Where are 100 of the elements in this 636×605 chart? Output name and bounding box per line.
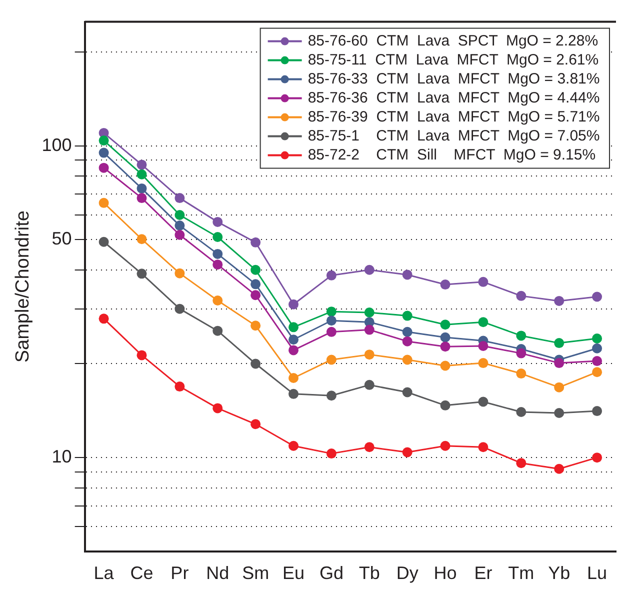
point <box>174 304 185 314</box>
point <box>288 440 299 451</box>
point <box>288 345 299 356</box>
point <box>98 162 109 173</box>
point <box>98 148 109 158</box>
point <box>554 296 564 306</box>
point <box>516 407 526 418</box>
point <box>288 322 299 332</box>
y-axis-title: Sample/Chondrite <box>12 210 34 363</box>
point <box>288 372 299 383</box>
point <box>212 248 223 259</box>
y-tick-label: 50 <box>52 228 72 249</box>
point <box>402 354 412 365</box>
x-tick-label: Er <box>474 563 492 584</box>
x-tick-label: Yb <box>548 563 570 584</box>
point <box>402 270 412 280</box>
point <box>136 160 147 170</box>
point <box>554 464 564 474</box>
point <box>592 452 602 463</box>
point <box>364 307 374 318</box>
point <box>326 448 336 459</box>
x-tick-label: Dy <box>396 563 418 584</box>
point <box>516 348 526 358</box>
point <box>554 382 564 392</box>
point <box>212 216 223 227</box>
legend-label: 85-76-33 CTM Lava MFCT MgO = 3.81% <box>308 70 600 88</box>
point <box>250 419 261 430</box>
point <box>288 299 299 310</box>
y-tick-label: 100 <box>42 134 72 155</box>
point <box>212 403 223 414</box>
point <box>592 292 602 302</box>
point <box>478 340 488 351</box>
point <box>478 317 488 328</box>
point <box>98 236 109 247</box>
x-tick-label: La <box>94 563 115 584</box>
x-tick-label: Eu <box>282 563 305 584</box>
point <box>250 279 261 290</box>
point <box>250 358 261 369</box>
x-tick-label: Pr <box>170 563 189 584</box>
point <box>212 232 223 242</box>
point <box>478 276 488 287</box>
point <box>364 264 374 275</box>
point <box>440 332 450 342</box>
point <box>478 358 488 368</box>
x-tick-label: Nd <box>206 563 230 584</box>
point <box>364 442 374 452</box>
point <box>288 388 299 399</box>
point <box>174 382 185 392</box>
point <box>364 380 374 390</box>
point <box>326 270 336 280</box>
point <box>440 360 450 371</box>
point <box>440 342 450 352</box>
point <box>440 320 450 330</box>
point <box>554 358 564 368</box>
point <box>136 268 147 279</box>
x-tick-label: Ce <box>130 563 154 584</box>
x-tick-label: Ho <box>434 563 457 584</box>
point <box>364 350 374 360</box>
point <box>326 316 336 326</box>
point <box>250 290 261 300</box>
point <box>326 390 336 401</box>
point <box>440 400 450 410</box>
point <box>136 169 147 180</box>
point <box>592 333 602 344</box>
point <box>98 136 109 146</box>
point <box>440 440 450 451</box>
point <box>250 320 261 331</box>
legend-label: 85-75-11 CTM Lava MFCT MgO = 2.61% <box>308 51 599 68</box>
legend-label: 85-76-36 CTM Lava MFCT MgO = 4.44% <box>308 89 600 106</box>
point <box>516 368 526 379</box>
point <box>288 334 299 345</box>
legend-label: 85-76-39 CTM Lava MFCT MgO = 5.71% <box>308 108 600 126</box>
point <box>174 210 185 220</box>
legend-label: 85-72-2 CTM Sill MFCT MgO = 9.15% <box>308 146 596 164</box>
point <box>136 183 147 194</box>
point <box>592 367 602 378</box>
point <box>516 290 526 301</box>
point <box>402 326 412 337</box>
point <box>326 306 336 317</box>
point <box>326 354 336 365</box>
point <box>212 260 223 270</box>
point <box>174 230 185 240</box>
point <box>174 193 185 204</box>
legend-label: 85-76-60 CTM Lava SPCT MgO = 2.28% <box>308 32 598 50</box>
point <box>364 324 374 335</box>
point <box>554 408 564 418</box>
point <box>440 280 450 290</box>
point <box>592 356 602 366</box>
point <box>402 336 412 346</box>
x-tick-label: Lu <box>587 563 608 584</box>
point <box>592 406 602 416</box>
legend-label: 85-75-1 CTM Lava MFCT MgO = 7.05% <box>308 127 600 144</box>
point <box>250 237 261 248</box>
point <box>516 330 526 341</box>
point <box>554 338 564 348</box>
point <box>402 387 412 398</box>
point <box>136 350 147 360</box>
point <box>402 447 412 458</box>
point <box>402 310 412 321</box>
point <box>212 296 223 306</box>
